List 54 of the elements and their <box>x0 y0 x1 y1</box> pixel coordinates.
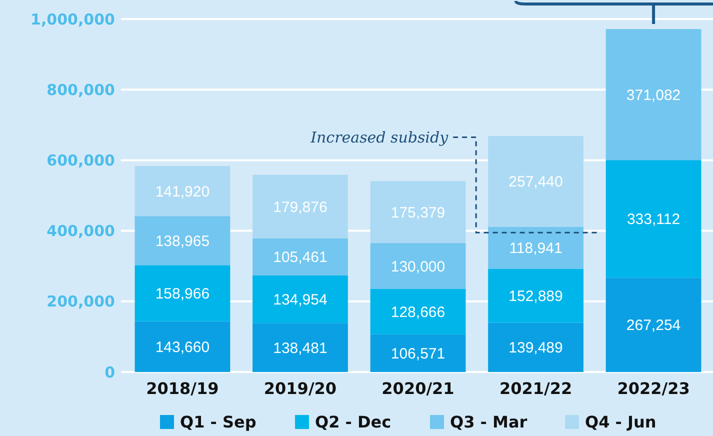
bar <box>252 174 348 238</box>
y-tick-label: 200,000 <box>46 292 115 311</box>
bar <box>606 160 702 278</box>
legend-label: Q4 - Jun <box>585 412 656 432</box>
data-label: 105,461 <box>273 249 328 266</box>
data-label: 139,489 <box>508 340 563 357</box>
data-label: 267,254 <box>626 317 681 334</box>
data-label: 179,876 <box>273 198 328 216</box>
bar <box>252 275 348 324</box>
data-label: 130,000 <box>390 258 446 276</box>
data-label: 106,571 <box>390 345 446 362</box>
bar <box>488 226 584 269</box>
bar <box>488 136 584 227</box>
annotation: Increased subsidy <box>310 128 449 147</box>
bar <box>370 243 466 289</box>
bar <box>606 29 702 160</box>
y-tick-label: 1,000,000 <box>30 10 115 28</box>
bar <box>488 268 584 323</box>
data-label: 138,481 <box>273 340 328 357</box>
y-tick-label: 0 <box>104 363 115 382</box>
data-label: 175,379 <box>390 204 446 222</box>
data-label: 158,966 <box>155 285 210 302</box>
bar <box>134 166 230 216</box>
bar <box>252 323 348 372</box>
x-tick-label: 2019/20 <box>264 379 337 398</box>
data-label: 138,965 <box>155 232 210 250</box>
bar <box>252 238 348 276</box>
bar <box>370 181 466 244</box>
bar <box>606 278 702 372</box>
bar <box>134 265 230 322</box>
x-tick-label: 2018/19 <box>146 379 219 398</box>
bar <box>134 216 230 266</box>
y-tick-label: 800,000 <box>46 80 115 99</box>
x-tick-label: 2021/22 <box>499 379 572 398</box>
data-label: 134,954 <box>273 292 328 309</box>
legend-label: Q1 - Sep <box>180 412 256 432</box>
data-label: 143,660 <box>155 338 210 356</box>
data-label: 371,082 <box>626 86 681 104</box>
bar <box>488 322 584 372</box>
x-tick-label: 2020/21 <box>382 379 454 398</box>
bar <box>134 321 230 372</box>
data-label: 152,889 <box>508 288 563 306</box>
bar <box>370 334 466 372</box>
y-tick-label: 600,000 <box>46 151 115 170</box>
data-label: 257,440 <box>508 174 563 191</box>
x-tick-label: 2022/23 <box>617 379 690 398</box>
data-label: 128,666 <box>390 304 446 321</box>
data-label: 333,112 <box>626 211 680 228</box>
legend-label: Q3 - Mar <box>450 412 528 432</box>
y-tick-label: 400,000 <box>46 222 115 240</box>
data-label: 141,920 <box>155 183 210 200</box>
bar <box>370 288 466 334</box>
data-label: 118,941 <box>509 240 562 258</box>
legend-label: Q2 - Dec <box>315 412 392 432</box>
